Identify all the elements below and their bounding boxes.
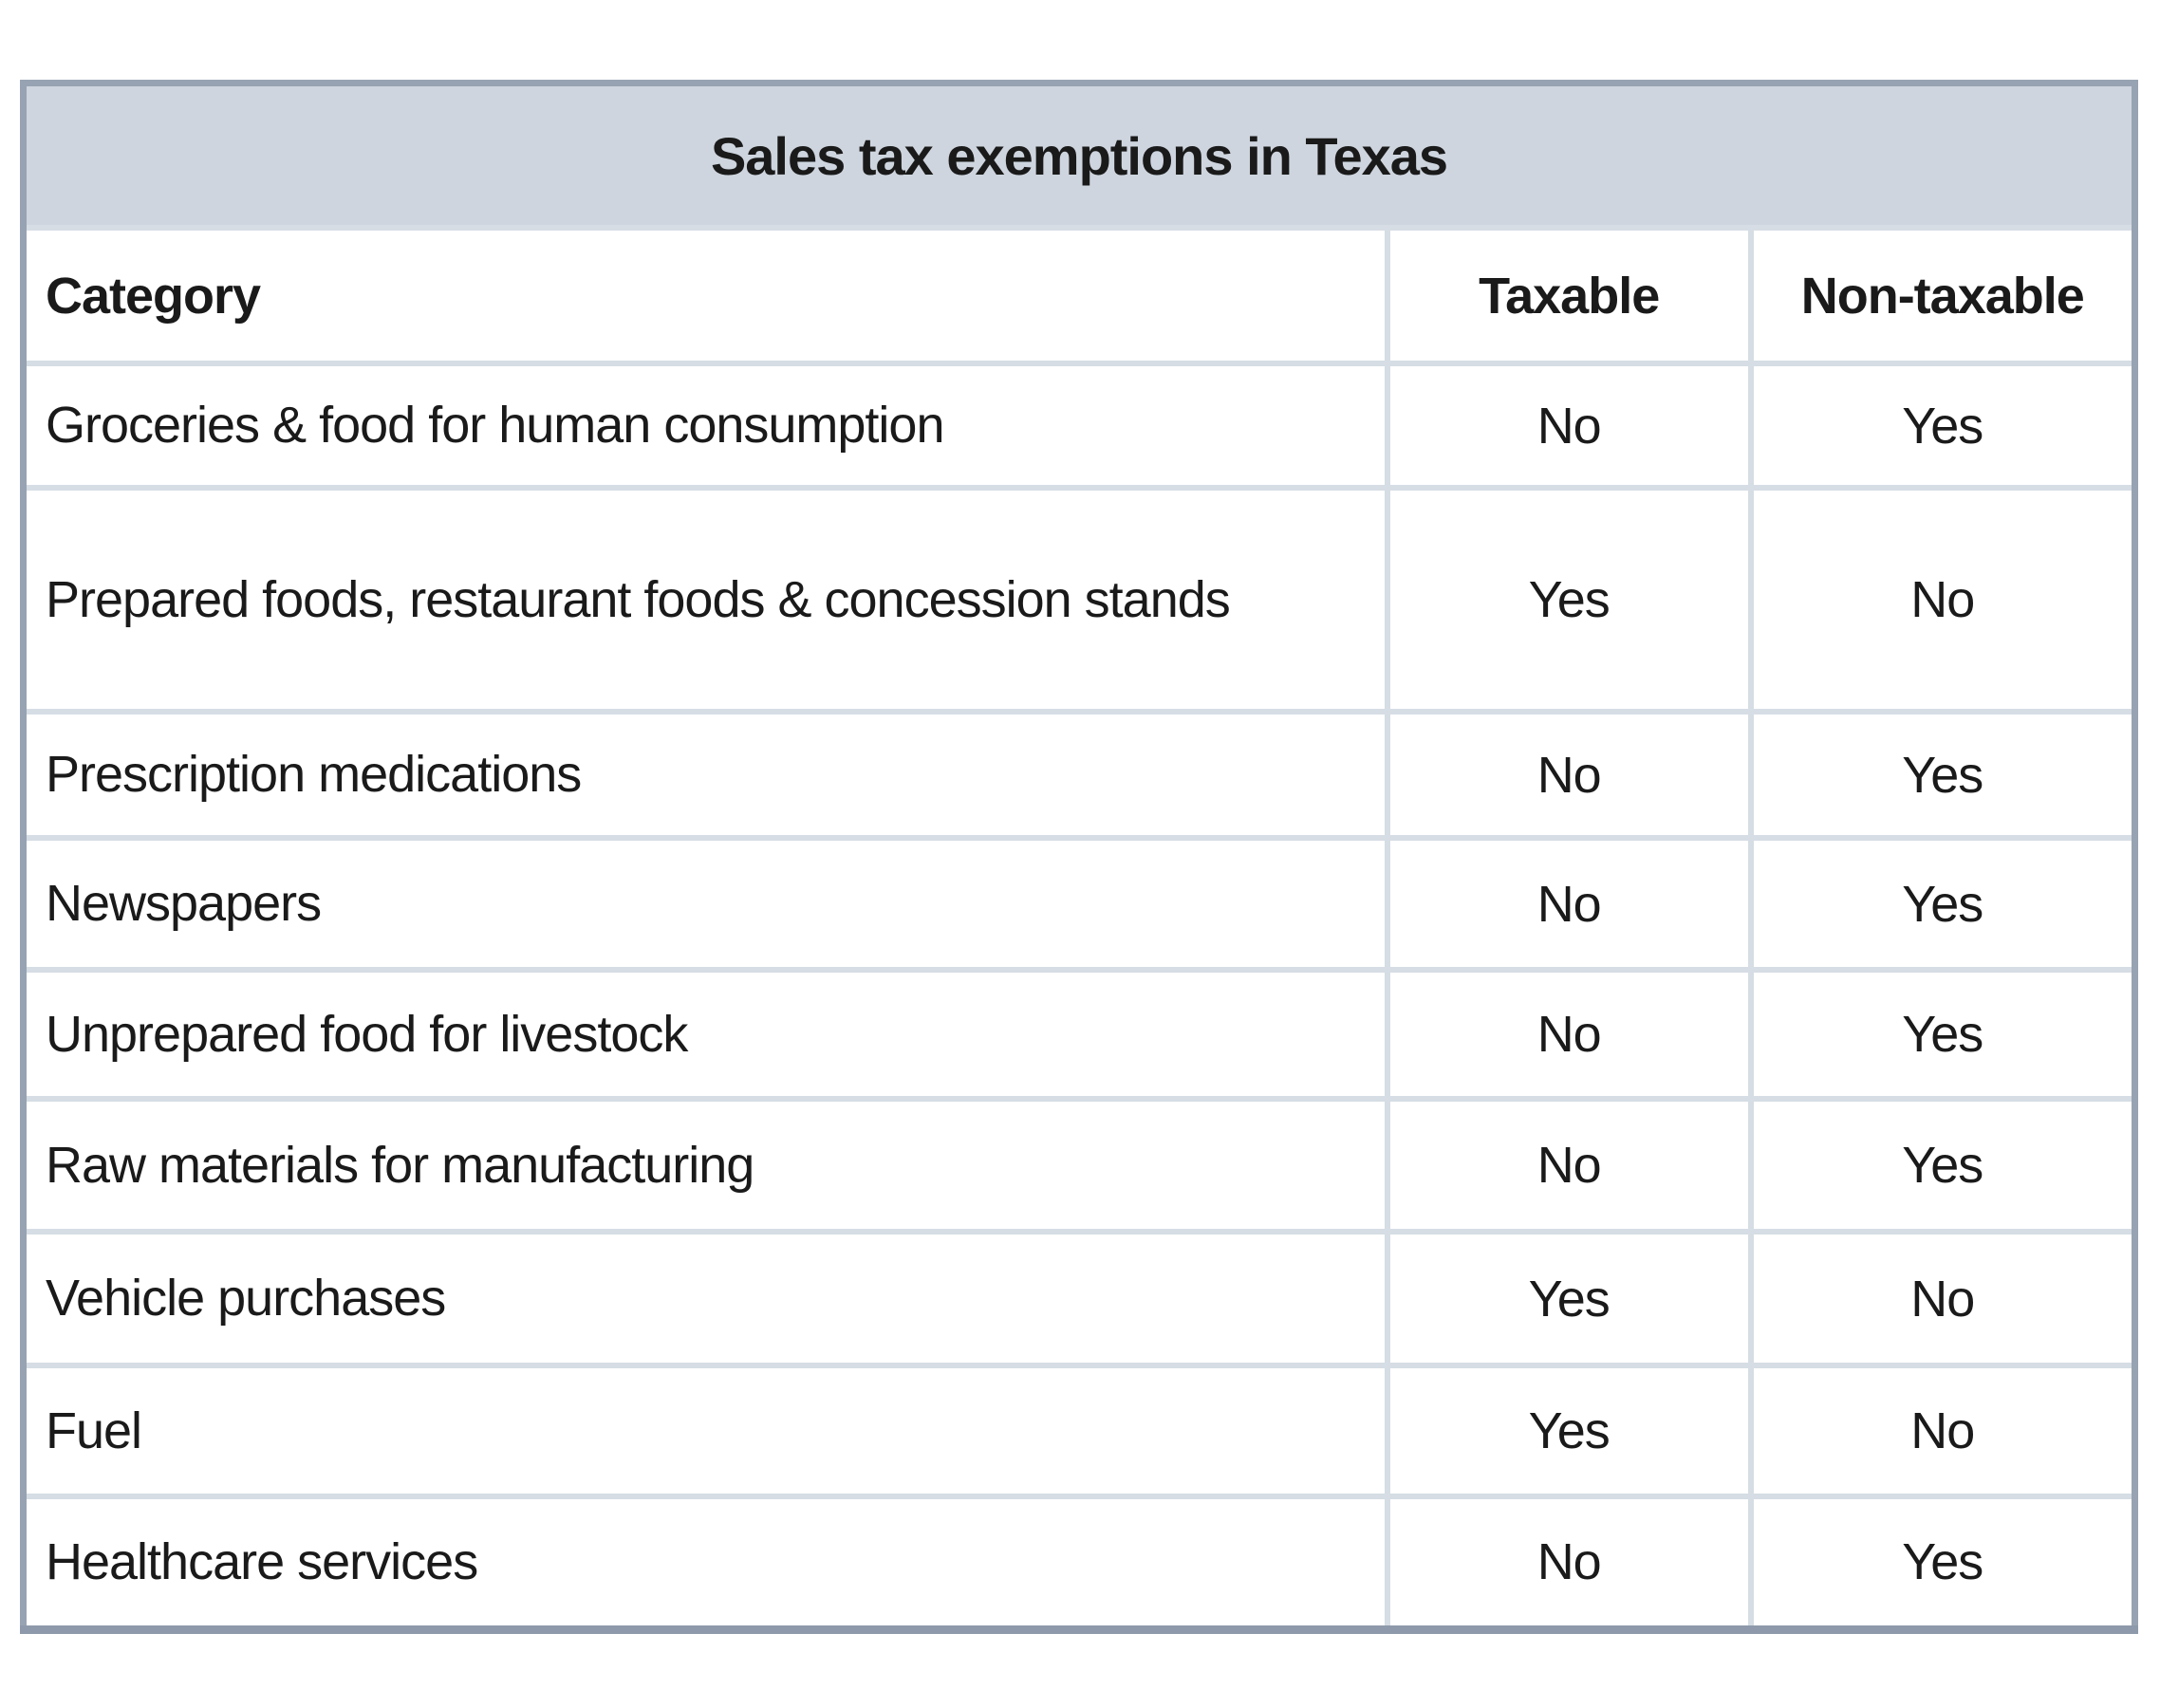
non-taxable-cell: Yes — [1747, 835, 2138, 973]
table-row: Groceries & food for human consumption N… — [20, 361, 2138, 491]
non-taxable-cell: Yes — [1747, 967, 2138, 1102]
non-taxable-cell: Yes — [1747, 361, 2138, 491]
category-cell: Raw materials for manufacturing — [20, 1096, 1390, 1235]
non-taxable-cell: No — [1747, 485, 2138, 715]
column-header-taxable: Taxable — [1384, 225, 1754, 366]
category-cell: Newspapers — [20, 835, 1390, 973]
table-row: Fuel Yes No — [20, 1363, 2138, 1499]
table-row: Prescription medications No Yes — [20, 709, 2138, 841]
taxable-cell: Yes — [1384, 1229, 1754, 1368]
taxable-cell: No — [1384, 709, 1754, 841]
table-row: Newspapers No Yes — [20, 835, 2138, 973]
table-header-row: Category Taxable Non-taxable — [20, 225, 2138, 366]
column-header-non-taxable: Non-taxable — [1747, 225, 2138, 366]
taxable-cell: No — [1384, 361, 1754, 491]
category-cell: Unprepared food for livestock — [20, 967, 1390, 1102]
non-taxable-cell: Yes — [1747, 709, 2138, 841]
table-row: Prepared foods, restaurant foods & conce… — [20, 485, 2138, 715]
table-row: Healthcare services No Yes — [20, 1494, 2138, 1632]
category-cell: Healthcare services — [20, 1494, 1390, 1632]
taxable-cell: No — [1384, 835, 1754, 973]
non-taxable-cell: No — [1747, 1229, 2138, 1368]
sales-tax-exemptions-table: Sales tax exemptions in Texas Category T… — [20, 80, 2138, 1634]
non-taxable-cell: Yes — [1747, 1494, 2138, 1632]
taxable-cell: Yes — [1384, 1363, 1754, 1499]
category-cell: Vehicle purchases — [20, 1229, 1390, 1368]
taxable-cell: No — [1384, 1494, 1754, 1632]
table-row: Unprepared food for livestock No Yes — [20, 967, 2138, 1102]
table-title: Sales tax exemptions in Texas — [20, 80, 2138, 231]
non-taxable-cell: Yes — [1747, 1096, 2138, 1235]
taxable-cell: No — [1384, 967, 1754, 1102]
table-row: Vehicle purchases Yes No — [20, 1229, 2138, 1368]
taxable-cell: Yes — [1384, 485, 1754, 715]
table-row: Raw materials for manufacturing No Yes — [20, 1096, 2138, 1235]
non-taxable-cell: No — [1747, 1363, 2138, 1499]
category-cell: Prescription medications — [20, 709, 1390, 841]
category-cell: Groceries & food for human consumption — [20, 361, 1390, 491]
category-cell: Prepared foods, restaurant foods & conce… — [20, 485, 1390, 715]
column-header-category: Category — [20, 225, 1390, 366]
category-cell: Fuel — [20, 1363, 1390, 1499]
taxable-cell: No — [1384, 1096, 1754, 1235]
table-title-row: Sales tax exemptions in Texas — [20, 80, 2138, 231]
